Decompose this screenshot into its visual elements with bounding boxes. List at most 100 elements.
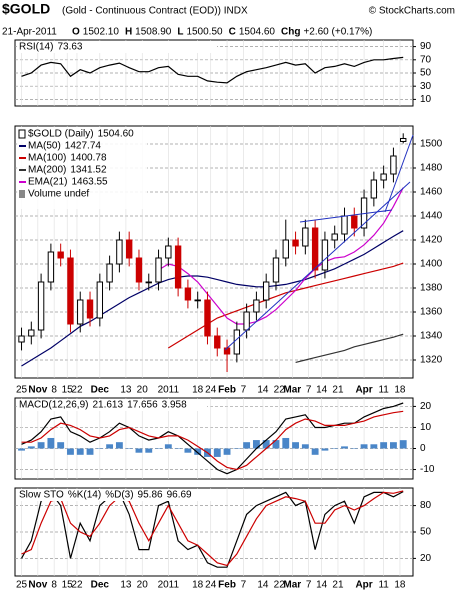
x-tick-label: 7	[241, 580, 247, 591]
y-tick-label: 1400	[420, 259, 443, 270]
x-tick-label: 20	[137, 580, 149, 591]
candle-body	[86, 299, 94, 319]
legend-swatch	[18, 129, 26, 139]
candle-body	[135, 257, 143, 283]
histogram-bar	[370, 444, 378, 449]
y-tick-label: 0	[420, 443, 426, 454]
chart-subtitle: (Gold - Continuous Contract (EOD)) INDX	[62, 6, 248, 17]
histogram-bar	[37, 442, 45, 449]
x-tick-label: 7	[241, 385, 247, 396]
y-tick-label: 70	[420, 54, 432, 65]
x-tick-label: 22	[71, 580, 83, 591]
x-tick-label: Mar	[283, 580, 301, 591]
candle-body	[67, 257, 74, 325]
candle-body	[155, 257, 162, 283]
legend-name: EMA(21)	[28, 177, 67, 188]
histogram-bar	[390, 442, 397, 449]
x-tick-label: 14	[257, 580, 269, 591]
y-tick-label: 1380	[420, 283, 443, 294]
series-line	[158, 187, 404, 325]
x-tick-label: 18	[192, 385, 204, 396]
candle-body	[77, 299, 84, 325]
legend-value: 1463.55	[71, 177, 108, 188]
candle-body	[380, 173, 387, 181]
candle-body	[233, 329, 241, 355]
quote-label: O	[72, 27, 80, 38]
panel-frame	[14, 125, 414, 379]
histogram-bar	[272, 440, 280, 449]
candle-body	[125, 239, 133, 259]
quote-value: 1504.60	[239, 27, 276, 38]
histogram-bar	[76, 448, 84, 455]
x-tick-label: Mar	[283, 385, 301, 396]
y-tick-label: 1320	[420, 355, 443, 366]
legend-name: $GOLD (Daily)	[28, 129, 94, 140]
legend-value: 1427.74	[65, 141, 102, 152]
histogram-bar	[96, 448, 104, 449]
candle-body	[223, 347, 231, 355]
x-tick-label: 8	[51, 385, 57, 396]
quote-value: +2.60 (+0.17%)	[303, 27, 372, 38]
y-tick-label: 20	[420, 401, 432, 412]
legend-bg	[17, 127, 147, 209]
x-tick-label: Feb	[218, 385, 236, 396]
histogram-bar	[86, 448, 94, 455]
y-tick-label: 1440	[420, 211, 443, 222]
x-tick-label: 18	[394, 385, 406, 396]
histogram-bar	[321, 448, 329, 451]
legend-name: Volume undef	[28, 189, 89, 200]
x-tick-label: 22	[71, 385, 83, 396]
legend-name: %D(3)	[105, 490, 133, 501]
candle-body	[204, 299, 211, 337]
histogram-bar	[399, 440, 407, 449]
x-tick-label: 22	[274, 580, 286, 591]
x-tick-label: 18	[192, 580, 204, 591]
x-tick-label: Dec	[91, 580, 110, 591]
candle-body	[174, 245, 182, 289]
candle-body	[341, 215, 348, 235]
date: 21-Apr-2011	[2, 27, 57, 38]
legend-name: MA(100)	[28, 153, 66, 164]
y-tick-label: 90	[420, 41, 432, 52]
y-tick-label: 1360	[420, 307, 443, 318]
series-line	[21, 56, 404, 84]
histogram-bar	[194, 448, 202, 455]
x-tick-label: Apr	[355, 385, 372, 396]
histogram-bar	[174, 448, 182, 449]
trend-line	[224, 181, 411, 351]
candle-body	[243, 311, 250, 331]
histogram-bar	[223, 448, 231, 455]
series-line	[20, 491, 404, 568]
label-bg	[17, 41, 217, 53]
panels: O 1502.10 H 1508.90 L 1500.50 C 1504.60 Chg +2.60…	[14, 27, 443, 591]
series-line	[21, 410, 404, 471]
legend-value: 3.958	[162, 400, 187, 411]
histogram-bar	[47, 437, 55, 449]
histogram-bar	[18, 448, 25, 451]
quote-label: H	[125, 27, 132, 38]
series-line	[21, 402, 404, 475]
x-tick-label: 21	[332, 385, 344, 396]
x-tick-label: 2011	[158, 385, 180, 396]
x-tick-label: 7	[306, 385, 312, 396]
label-bg	[17, 489, 217, 501]
quote-label: C	[229, 27, 236, 38]
histogram-bar	[282, 437, 290, 449]
series-line	[21, 230, 404, 367]
candle-body	[18, 335, 25, 343]
quote-label: Chg	[281, 27, 300, 38]
quote-value: 1502.10	[83, 27, 120, 38]
legend-value: 17.656	[127, 400, 158, 411]
histogram-bar	[67, 448, 74, 455]
candle-body	[47, 251, 55, 283]
histogram-bar	[184, 448, 192, 453]
legend-value: 1400.78	[70, 153, 107, 164]
histogram-bar	[155, 448, 162, 449]
y-tick-label: 30	[420, 81, 432, 92]
histogram-bar	[360, 444, 368, 449]
legend-name: RSI(14)	[19, 42, 53, 53]
candle-body	[253, 299, 260, 313]
candle-body	[331, 233, 338, 241]
x-tick-label: 21	[332, 580, 344, 591]
x-tick-label: 15	[62, 385, 74, 396]
